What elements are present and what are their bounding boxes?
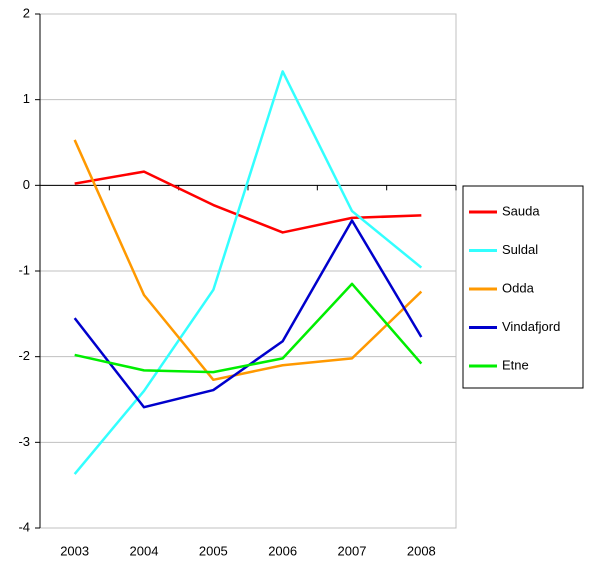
- legend-label: Odda: [502, 280, 535, 295]
- series-line: [74, 170, 422, 234]
- y-tick-label: 1: [23, 91, 30, 106]
- legend-box: [462, 185, 584, 389]
- y-tick-label: -4: [18, 519, 30, 534]
- y-tick-label: -2: [18, 348, 30, 363]
- legend-label: Vindafjord: [502, 319, 560, 334]
- x-tick-label: 2007: [338, 543, 367, 558]
- x-tick-label: 2006: [268, 543, 297, 558]
- series-line: [73, 70, 423, 475]
- x-tick-label: 2005: [199, 543, 228, 558]
- series-line: [73, 139, 423, 382]
- series-line: [74, 282, 423, 374]
- y-tick-label: 2: [23, 5, 30, 20]
- legend-label: Suldal: [502, 242, 538, 257]
- x-tick-label: 2003: [60, 543, 89, 558]
- x-tick-label: 2004: [130, 543, 159, 558]
- series-line: [73, 219, 423, 409]
- y-tick-label: -1: [18, 262, 30, 277]
- legend-label: Sauda: [502, 203, 540, 218]
- legend-label: Etne: [502, 357, 529, 372]
- y-tick-label: -3: [18, 434, 30, 449]
- x-tick-label: 2008: [407, 543, 436, 558]
- y-tick-label: 0: [23, 177, 30, 192]
